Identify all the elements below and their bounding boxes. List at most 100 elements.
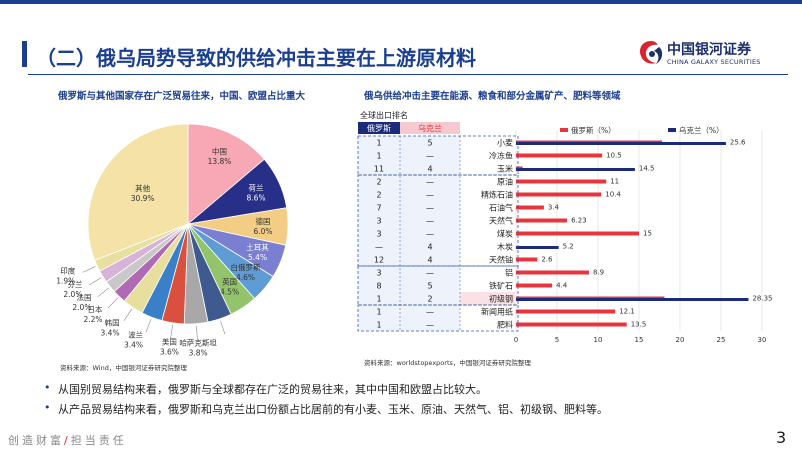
bar-data-label: 8.9	[593, 269, 604, 277]
category-label: 肥料	[497, 320, 513, 330]
rank-russia-cell: 1	[376, 308, 381, 317]
rank-ukraine-cell: —	[426, 191, 434, 200]
x-tick-label: 15	[635, 336, 644, 344]
pie-value-label-9: 3.6%	[160, 348, 179, 357]
rank-ukraine-cell: —	[426, 321, 434, 330]
rank-russia-cell: 8	[376, 282, 381, 291]
logo-text-en: CHINA GALAXY SECURITIES	[667, 58, 761, 66]
left-chart-subtitle: 俄罗斯与其他国家存在广泛贸易往来，中国、欧盟占比重大	[58, 91, 306, 102]
category-label: 铝	[505, 268, 513, 278]
bar-data-label: 6.23	[571, 217, 587, 225]
pie-label-15: 印度	[60, 266, 75, 276]
rank-ukraine-cell: —	[426, 178, 434, 187]
bar-data-label: 4.4	[556, 282, 568, 290]
bullet-text: 从产品贸易结构来看，俄罗斯和乌克兰出口份额占比居前的有小麦、玉米、原油、天然气、…	[58, 403, 608, 416]
bar-ukraine-13	[516, 298, 749, 301]
legend-russia-label: 俄罗斯（%）	[571, 125, 616, 135]
pie-leader-line-7	[220, 320, 226, 335]
bar-data-label: 5.2	[563, 243, 574, 251]
rank-ukraine-cell: —	[426, 308, 434, 317]
category-label: 新闻用纸	[481, 307, 513, 317]
category-group-box-1	[357, 135, 519, 176]
pie-value-label-1: 13.8%	[208, 157, 232, 166]
footer-slogan: 创造财富/担当责任	[8, 432, 127, 448]
pie-value-label-6: 4.5%	[220, 287, 239, 296]
x-tick-label: 30	[758, 336, 767, 344]
rank-header-title: 全球出口排名	[360, 110, 408, 120]
rank-ukraine-cell: 4	[427, 165, 432, 174]
bar-data-label: 10.4	[605, 191, 621, 199]
pie-value-label-2: 8.6%	[247, 193, 266, 202]
pie-value-label-4: 5.4%	[248, 253, 267, 262]
rank-russia-cell: 3	[376, 269, 381, 278]
bar-data-label: 2.6	[541, 256, 553, 264]
bar-russia-7	[516, 218, 568, 223]
x-tick-label: 25	[717, 336, 726, 344]
title-accent	[22, 41, 27, 67]
pie-label-6: 英国	[222, 276, 237, 286]
rank-russia-cell: 1	[376, 139, 381, 148]
bar-data-label: 13.5	[631, 321, 647, 329]
pie-leader-line-15	[82, 266, 96, 273]
category-label: 玉米	[497, 164, 513, 174]
rank-russia-cell: 3	[376, 217, 381, 226]
page-title: （二）俄乌局势导致的供给冲击主要在上游原材料	[36, 46, 476, 70]
pie-leader-line-8	[196, 325, 198, 340]
pie-label-2: 荷兰	[249, 182, 264, 192]
rank-russia-cell: 1	[376, 295, 381, 304]
pie-label-8: 哈萨克斯坦	[179, 338, 217, 348]
pie-label-12: 日本	[88, 304, 103, 314]
pie-value-label-5: 4.6%	[236, 273, 255, 282]
pie-label-9: 美国	[162, 337, 177, 347]
x-tick-label: 20	[676, 336, 685, 344]
pie-label-11: 韩国	[105, 317, 120, 327]
pie-label-14: 芬兰	[67, 279, 82, 289]
pie-value-label-14: 2.0%	[63, 290, 82, 299]
rank-table-bg	[358, 136, 460, 331]
footer-slogan-right: 担当责任	[70, 434, 127, 447]
bar-ukraine-3	[516, 168, 635, 171]
pie-value-label-13: 2.0%	[72, 303, 91, 312]
pie-value-label-12: 2.2%	[83, 315, 102, 324]
footer-slogan-left: 创造财富	[8, 434, 64, 447]
bar-russia-6	[516, 205, 544, 210]
bar-ukraine-1	[516, 142, 726, 145]
bar-data-label: 10.5	[606, 152, 622, 160]
bar-russia-12	[516, 283, 553, 288]
bar-russia-2	[516, 153, 603, 158]
rank-ukraine-cell: 5	[427, 282, 432, 291]
pie-value-label-11: 3.4%	[101, 328, 120, 337]
pie-label-3: 德国	[255, 216, 270, 226]
rank-ukraine-cell: 4	[427, 256, 432, 265]
rank-russia-cell: 1	[376, 152, 381, 161]
rank-russia-cell: 2	[376, 191, 381, 200]
pie-leader-line-11	[123, 308, 132, 321]
rank-russia-cell: 7	[376, 204, 381, 213]
rank-russia-cell: 11	[374, 165, 384, 174]
rank-ukraine-cell: —	[426, 217, 434, 226]
rank-russia-cell: 1	[376, 321, 381, 330]
bar-russia-4	[516, 179, 607, 184]
rank-header-russia: 俄罗斯	[367, 123, 391, 133]
pie-value-label-15: 1.9%	[56, 277, 75, 286]
category-label: 冷冻鱼	[489, 151, 513, 161]
rank-russia-cell: 3	[376, 230, 381, 239]
bar-russia-10	[516, 257, 538, 262]
bar-russia-14	[516, 309, 616, 314]
galaxy-logo-icon	[640, 41, 663, 64]
pie-value-label-7: 3.9%	[227, 343, 246, 352]
pie-label-16: 其他	[135, 183, 150, 193]
pie-label-4: 土耳其	[246, 242, 269, 252]
page-number: 3	[776, 428, 787, 447]
title-divider	[28, 74, 788, 75]
x-tick-label: 10	[594, 336, 603, 344]
bar-data-label: 12.1	[619, 308, 635, 316]
logo-text-cn: 中国银河证券	[667, 42, 751, 58]
rank-russia-cell: —	[375, 243, 383, 252]
top-accent-bar	[0, 0, 802, 4]
x-tick-label: 0	[514, 336, 518, 344]
rank-ukraine-cell: 5	[427, 139, 432, 148]
category-label: 铁矿石	[489, 281, 513, 291]
pie-value-label-16: 30.9%	[131, 194, 155, 203]
legend-ukraine-swatch	[668, 128, 676, 132]
